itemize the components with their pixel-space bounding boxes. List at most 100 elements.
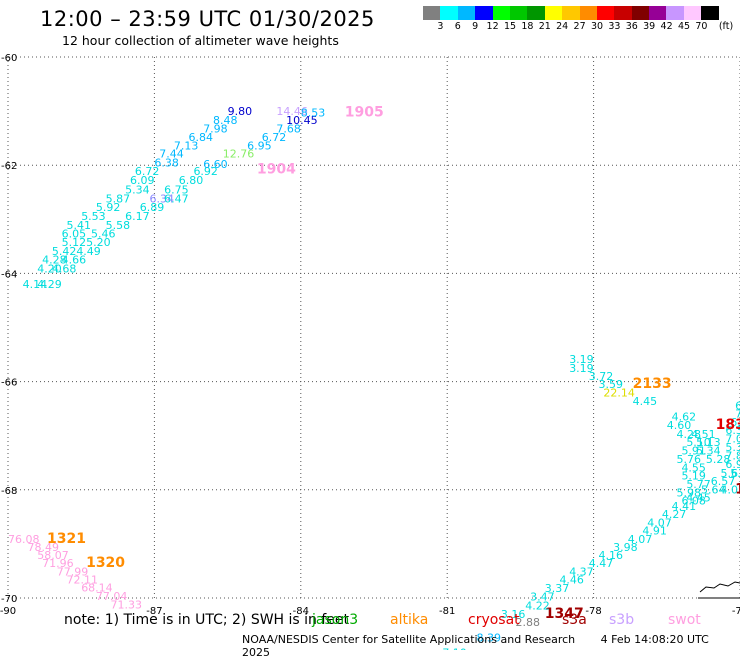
lon-tick-label: -90 — [0, 606, 16, 617]
wave-height-value: 4.68 — [52, 262, 77, 275]
track-time-label: 1320 — [86, 555, 125, 571]
scale-label: 18 — [521, 21, 534, 32]
wave-height-value: 6.72 — [262, 131, 287, 144]
wave-height-value: 7.34 — [735, 407, 740, 420]
wave-height-value: 6.89 — [140, 201, 165, 214]
coastline — [699, 581, 740, 593]
wave-height-value: 3.19 — [569, 362, 594, 375]
footer-credit: NOAA/NESDIS Center for Satellite Applica… — [242, 633, 576, 646]
wave-height-value: 4.49 — [76, 245, 101, 258]
wave-height-value: 6.80 — [179, 174, 204, 187]
wave-height-value: 76.08 — [8, 533, 40, 546]
track-time-label: 1904 — [257, 161, 296, 177]
wave-height-value: 71.33 — [110, 598, 142, 611]
track-time-label: 2133 — [633, 376, 672, 392]
wave-height-value: 5.54 — [730, 467, 740, 480]
wave-height-value: 4.62 — [672, 411, 697, 424]
wave-height-value: 6.05 — [62, 228, 87, 241]
wave-height-value: 5.76 — [677, 453, 702, 466]
scale-label: 6 — [454, 21, 461, 32]
scale-swatch — [527, 6, 545, 20]
wave-height-value: 4.46 — [559, 573, 584, 586]
track-time-label: 1346 — [735, 482, 740, 498]
scale-swatch — [509, 6, 528, 20]
scale-swatch — [579, 6, 597, 20]
wave-height-value: 4.16 — [598, 549, 623, 562]
scale-label: 30 — [590, 21, 604, 32]
wave-height-value: 5.34 — [696, 445, 721, 458]
wave-height-value: 8.53 — [301, 107, 326, 120]
lat-tick-label: -68 — [1, 486, 17, 497]
scale-swatch — [440, 6, 458, 20]
scale-swatch — [666, 6, 684, 20]
wave-height-value: 8.39 — [476, 631, 501, 644]
wave-height-value: 5.19 — [681, 470, 706, 483]
page-subtitle: 12 hour collection of altimeter wave hei… — [62, 33, 339, 48]
wave-height-value: 6.57 — [711, 475, 736, 488]
lon-tick-label: -84 — [293, 606, 309, 617]
wave-height-value: 6.91 — [735, 400, 740, 413]
wave-height-value: 5.42 — [52, 245, 77, 258]
lat-tick-label: -60 — [1, 53, 17, 64]
wave-height-value: 6.08 — [681, 494, 706, 507]
track-time-label: 1321 — [47, 531, 86, 547]
scale-label: 33 — [608, 21, 621, 32]
scale-swatch — [631, 6, 650, 20]
wave-height-value: 5.10 — [686, 436, 711, 449]
scale-label: 39 — [643, 21, 656, 32]
satellite-altika: altika — [390, 612, 429, 628]
wave-height-value: 4.45 — [686, 492, 711, 505]
scale-swatch — [596, 6, 615, 20]
wave-height-value: 4.07 — [720, 484, 740, 497]
wave-height-value: 6.38 — [154, 156, 179, 169]
wave-height-value: 5.46 — [91, 228, 116, 241]
wave-height-value: 5.37 — [725, 441, 740, 454]
satellite-s3b: s3b — [609, 612, 635, 628]
wave-height-value: 5.13 — [696, 436, 721, 449]
satellite-jason3: jason3 — [312, 612, 359, 628]
scale-unit: (ft) — [718, 21, 734, 32]
wave-height-value: 22.14 — [603, 387, 635, 400]
wave-height-value: 6.38 — [725, 424, 740, 437]
scale-label: 24 — [556, 21, 569, 32]
lon-tick-label: -87 — [146, 606, 162, 617]
wave-height-value: 7.81 — [725, 450, 740, 463]
wave-height-value: 6.17 — [125, 210, 149, 223]
wave-height-value: 4.14 — [23, 278, 48, 291]
wave-height-value: 3.59 — [598, 378, 623, 391]
wave-height-value: 4.51 — [691, 428, 716, 441]
wave-height-value: 58.07 — [37, 549, 69, 562]
wave-height-value: 5.64 — [701, 484, 726, 497]
wave-height-value: 5.20 — [86, 236, 111, 249]
wave-height-value: 5.28 — [706, 453, 731, 466]
wave-height-value: 6.95 — [247, 140, 272, 153]
wave-height-value: 8.48 — [213, 114, 238, 127]
wave-height-value: 5.41 — [67, 219, 92, 232]
wave-height-value: 9.80 — [228, 105, 253, 118]
wave-height-value: 6.72 — [135, 165, 160, 178]
wave-height-value: 68.14 — [81, 582, 113, 595]
lat-tick-label: -66 — [1, 378, 17, 389]
scale-swatch — [649, 6, 667, 20]
wave-height-value: 6.60 — [203, 158, 228, 171]
wave-height-value: 5.12 — [62, 236, 87, 249]
wave-height-value: 3.47 — [530, 591, 555, 604]
wave-height-value: 7.98 — [203, 123, 228, 136]
satellite-s3a: s3a — [562, 612, 587, 628]
scale-label: 12 — [486, 21, 499, 32]
footer: NOAA/NESDIS Center for Satellite Applica… — [242, 633, 740, 659]
wave-height-value: 5.77 — [686, 478, 711, 491]
wave-height-value: 7.04 — [725, 433, 740, 446]
wave-height-value: 5.58 — [106, 219, 131, 232]
wave-height-value: 3.72 — [589, 370, 614, 383]
wave-height-value: 5.92 — [96, 201, 121, 214]
satellite-swot: swot — [668, 612, 701, 628]
scale-label: 27 — [573, 21, 586, 32]
scale-label: 36 — [625, 21, 638, 32]
wave-height-value: 7.44 — [159, 148, 184, 161]
wave-height-value: 4.45 — [633, 395, 658, 408]
lat-tick-label: -62 — [1, 161, 17, 172]
wave-height-value: 6.75 — [164, 183, 189, 196]
wave-height-value: 6.47 — [164, 193, 189, 206]
